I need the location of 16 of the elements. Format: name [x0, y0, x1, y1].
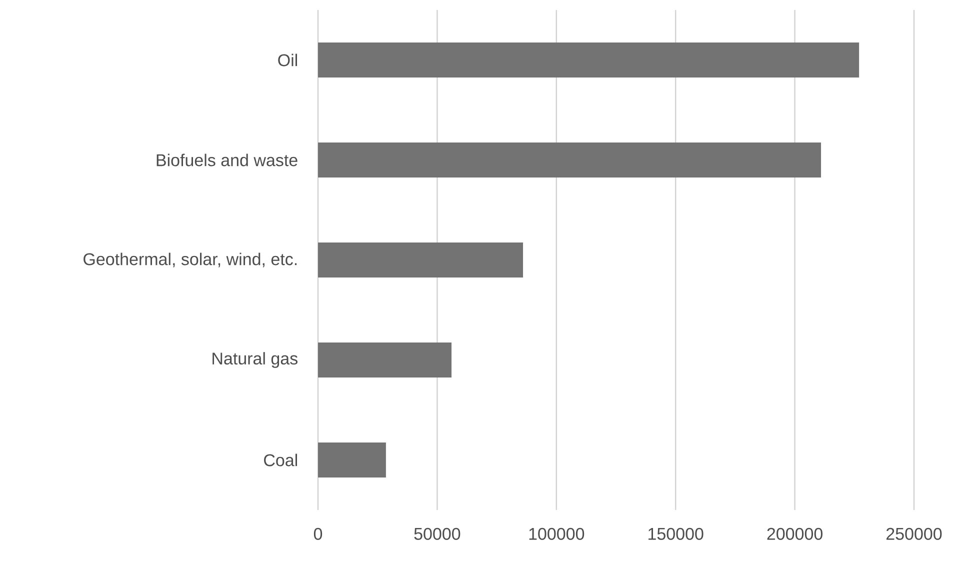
y-tick-label: Coal [264, 454, 297, 466]
y-tick-label: Geothermal, solar, wind, etc. [84, 252, 297, 268]
bar [318, 42, 860, 78]
bar [318, 142, 822, 178]
x-tick-label: 250000 [886, 528, 942, 540]
x-tick-label: 0 [314, 528, 322, 540]
y-tick-label: Oil [278, 54, 297, 66]
x-tick-label: 200000 [767, 528, 822, 540]
x-tick-label: 150000 [648, 528, 704, 540]
y-tick-label: Biofuels and waste [156, 154, 298, 166]
bar [318, 242, 524, 278]
y-tick-label: Natural gas [212, 352, 298, 368]
bar [318, 342, 452, 378]
x-tick-label: 50000 [414, 528, 460, 540]
bar [318, 442, 386, 478]
x-tick-label: 100000 [529, 528, 584, 540]
